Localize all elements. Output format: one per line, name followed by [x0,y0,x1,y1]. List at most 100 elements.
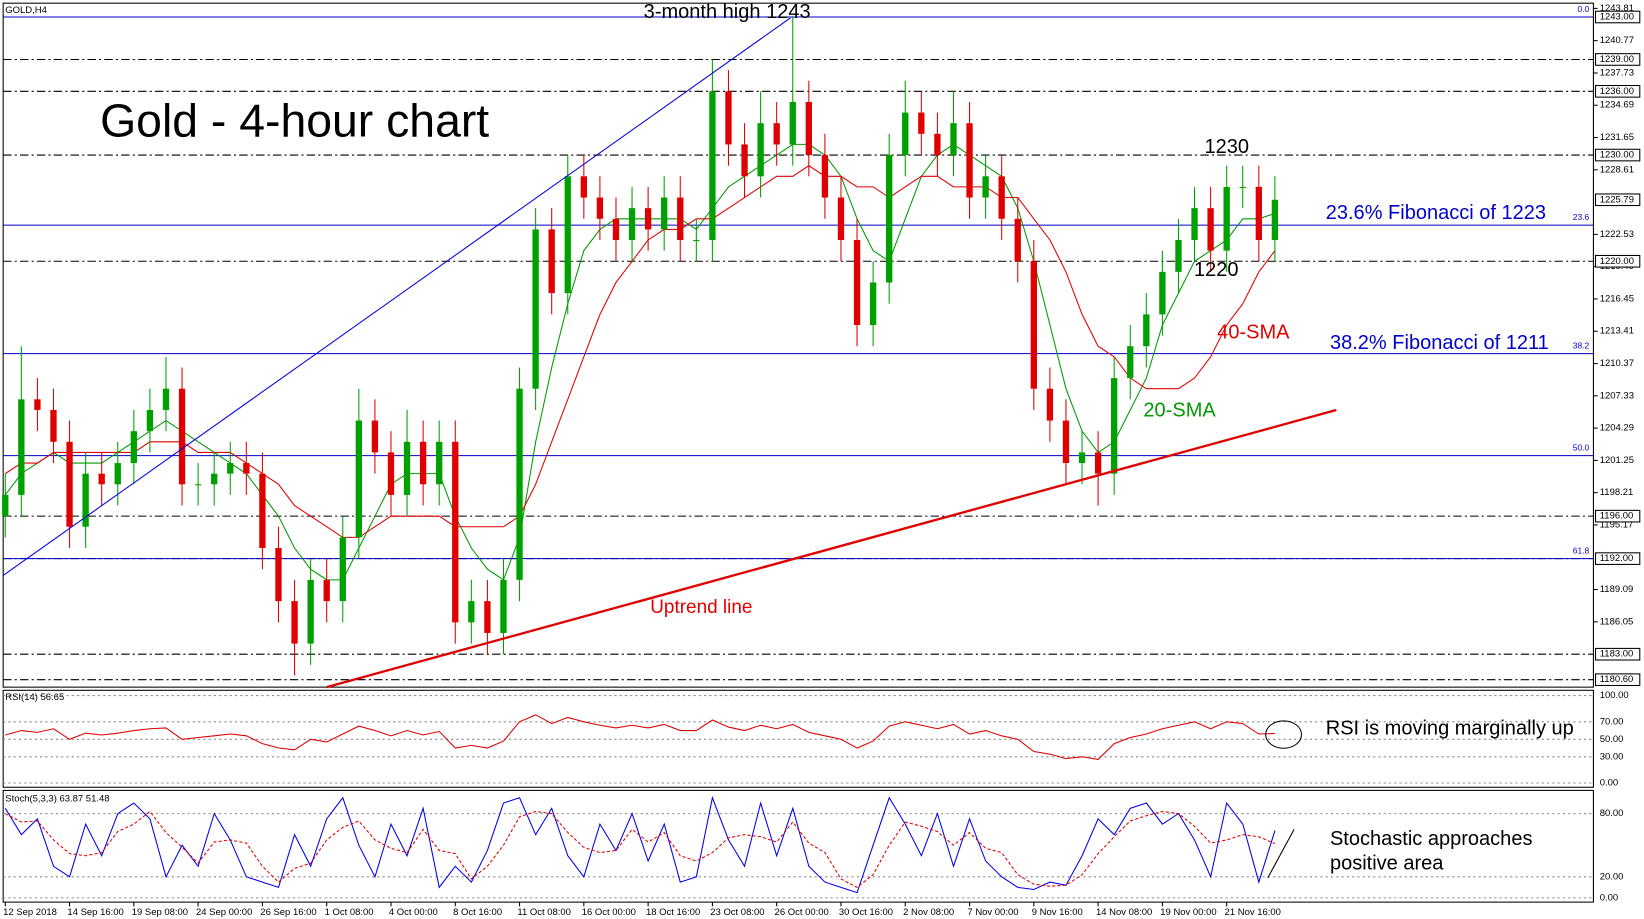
x-tick-label: 19 Sep 08:00 [132,907,188,918]
candle-body [709,91,716,241]
candle-body [869,282,877,325]
candle-body [982,176,989,198]
annotation: RSI is moving marginally up [1326,718,1574,740]
candle-body [243,463,250,474]
candle-body [612,218,620,241]
candle-body [50,409,57,442]
candle-body [468,601,475,623]
candle-body [130,431,137,464]
candle-body [773,123,780,145]
candle-body [227,463,234,474]
stoch-arrow [1267,829,1295,879]
x-tick-label: 1 Oct 08:00 [325,907,374,918]
candle-body [484,601,491,633]
candle-body [387,452,395,495]
rsi-title: RSI(14) 56.65 [5,692,64,703]
y-tick-label: 1195.17 [1600,519,1634,530]
sma-label: 40-SMA [1217,321,1290,343]
candle-body [1014,218,1021,262]
series-line [5,810,1276,888]
y-tick-label: 1243.81 [1600,3,1634,14]
y-tick-label: 100.00 [1600,690,1629,701]
candle-body [821,155,829,198]
candle-body [837,197,845,241]
candle-body [1175,240,1182,272]
candle-body [403,441,411,495]
x-tick-label: 23 Oct 08:00 [710,907,764,918]
x-tick-label: 24 Sep 00:00 [196,907,252,918]
candle-body [162,388,170,410]
candle-body [291,601,298,644]
candle-body [1078,452,1086,464]
level-box [1594,673,1641,687]
x-tick-label: 8 Oct 16:00 [453,907,502,918]
sma-label: 20-SMA [1143,399,1216,421]
annotation: Stochastic approaches [1330,828,1533,850]
y-tick-label: 1216.45 [1600,293,1634,304]
y-tick-label: 50.00 [1600,734,1624,745]
candle-body [789,101,796,145]
uptrend-line [326,408,1337,689]
candle-body [275,548,282,602]
annotation: 23.6% Fibonacci of 1223 [1326,202,1546,224]
candle-body [1255,186,1262,241]
fib-label: 61.8 [1573,545,1590,555]
candle-body [580,176,587,198]
candle-body [323,579,330,602]
candle-body [596,197,604,219]
candle-body [693,240,700,242]
candle-body [918,112,925,134]
y-tick-label: 1237.73 [1600,67,1634,78]
candle-body [998,176,1005,219]
series-line [4,165,1276,538]
fib-label: 23.6 [1573,212,1590,222]
fib-label: 50.0 [1573,442,1590,452]
candle-body [902,112,909,156]
candle-body [307,579,314,644]
level-label: 1183.00 [1600,649,1634,660]
x-tick-label: 14 Sep 16:00 [67,907,123,918]
annotation: 1230 [1205,136,1250,158]
candle-body [1191,208,1198,241]
stoch-panel [2,789,1594,903]
candle-body [1271,199,1279,241]
candle-body [1127,346,1134,379]
candle-body [934,133,941,156]
level-label: 1230.00 [1600,150,1634,161]
y-tick-label: 80.00 [1600,808,1624,819]
level-label: 1239.00 [1600,54,1634,65]
y-tick-label: 1240.77 [1600,35,1634,46]
candle-body [1143,314,1150,347]
fib-label: 0.0 [1577,4,1589,14]
candle-body [211,473,218,485]
y-tick-label: 1210.37 [1600,358,1634,369]
candle-body [677,197,684,241]
level-label: 1192.00 [1600,553,1634,564]
candle-body [886,155,893,283]
x-tick-label: 21 Nov 16:00 [1225,907,1281,918]
level-label: 1236.00 [1600,86,1634,97]
x-tick-label: 19 Nov 00:00 [1160,907,1216,918]
candle-body [1030,261,1037,389]
candle-body [564,176,571,294]
candle-body [661,197,668,230]
annotation: 3-month high 1243 [644,1,811,23]
y-tick-label: 1228.61 [1600,164,1634,175]
candle-body [371,420,379,453]
level-box [1594,53,1641,66]
x-tick-label: 11 Oct 08:00 [517,907,571,918]
y-tick-label: 1201.25 [1600,455,1634,466]
candle-body [1223,186,1230,251]
x-tick-label: 7 Nov 00:00 [967,907,1018,918]
level-box [1594,10,1641,24]
candle-body [98,473,105,485]
candle-body [114,463,121,485]
candle-body [178,388,186,485]
y-tick-label: 1189.09 [1600,584,1634,595]
candle-body [1062,420,1070,464]
level-box [1594,148,1641,162]
candle-body [452,441,459,623]
x-tick-label: 26 Oct 00:00 [775,907,829,918]
x-tick-label: 12 Sep 2018 [3,907,57,918]
chart-title: Gold - 4-hour chart [100,95,489,147]
